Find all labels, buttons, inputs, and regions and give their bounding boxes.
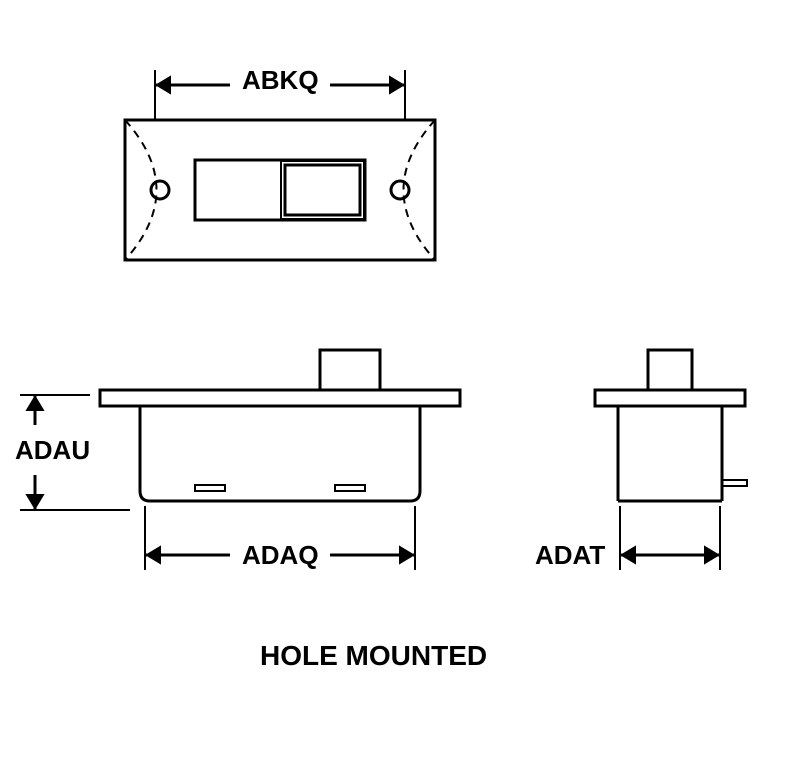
diagram-title: HOLE MOUNTED: [260, 640, 487, 672]
dim-label-abkq: ABKQ: [242, 65, 319, 96]
dim-label-adau: ADAU: [15, 435, 90, 466]
dim-label-adaq: ADAQ: [242, 540, 319, 571]
dim-label-adat: ADAT: [535, 540, 605, 571]
